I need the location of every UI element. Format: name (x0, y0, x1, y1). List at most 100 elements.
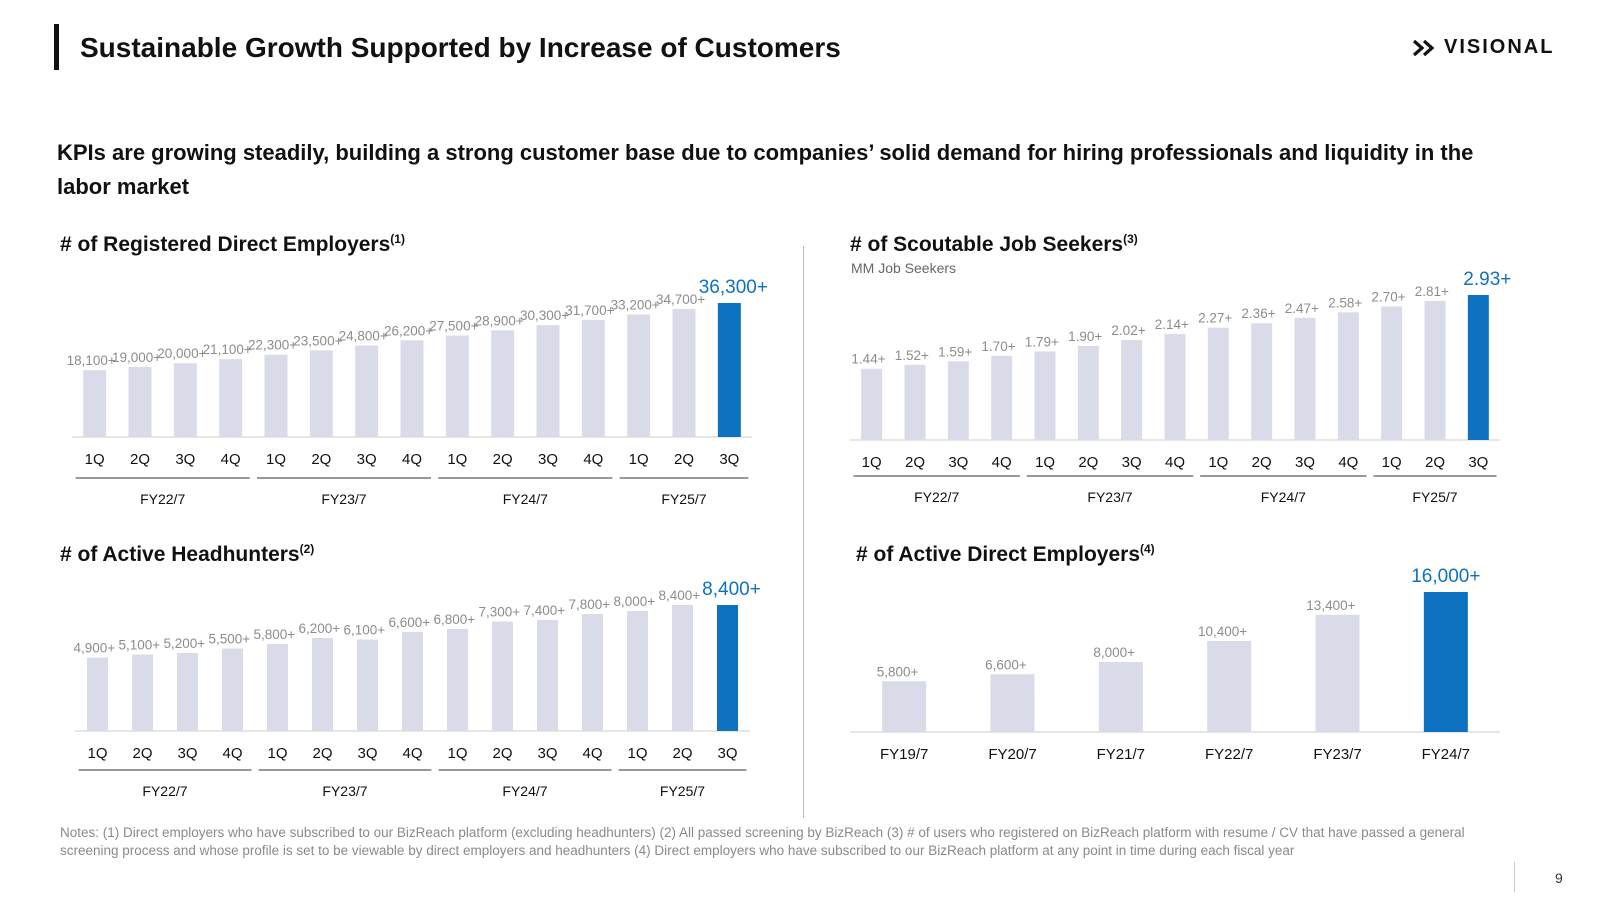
bar (312, 638, 333, 731)
tick-label: 1Q (267, 745, 287, 762)
data-label: 2.81+ (1415, 284, 1449, 299)
data-label: 5,800+ (254, 627, 296, 642)
tick-label: 3Q (719, 451, 739, 468)
bar (309, 350, 333, 437)
unit-label-seekers: MM Job Seekers (851, 260, 957, 276)
tick-label: 4Q (583, 451, 603, 468)
tick-label: FY19/7 (880, 746, 928, 763)
data-label: 16,000+ (1411, 566, 1480, 587)
data-label: 2.70+ (1371, 289, 1405, 304)
tick-label: 3Q (948, 454, 968, 471)
bar (627, 314, 651, 437)
data-label: 5,500+ (209, 632, 251, 647)
tick-label: 2Q (311, 451, 331, 468)
tick-label: FY24/7 (1422, 746, 1470, 763)
tick-label: 2Q (493, 451, 513, 468)
data-label: 5,100+ (119, 638, 161, 653)
bar (1251, 323, 1273, 440)
bar (1424, 300, 1446, 440)
tick-label: 2Q (1078, 454, 1098, 471)
group-label: FY25/7 (661, 491, 706, 507)
tick-label: 1Q (87, 745, 107, 762)
tick-label: 4Q (402, 745, 422, 762)
tick-label: 3Q (1468, 454, 1488, 471)
bar (717, 303, 741, 437)
data-label: 34,700+ (656, 292, 705, 307)
bar (1423, 592, 1468, 732)
bar (861, 368, 883, 440)
tick-label: 3Q (537, 745, 557, 762)
bar (492, 621, 513, 731)
bar (1164, 334, 1186, 440)
bar (717, 605, 738, 731)
data-label: 1.44+ (851, 352, 885, 367)
data-label: 8,000+ (614, 594, 656, 609)
bar (990, 674, 1035, 732)
tick-label: 3Q (175, 451, 195, 468)
data-label: 2.02+ (1111, 323, 1145, 338)
bar (904, 364, 926, 440)
group-label: FY22/7 (142, 783, 187, 799)
data-label: 7,300+ (479, 605, 521, 620)
bar (947, 361, 969, 440)
bar (1337, 312, 1359, 440)
bar (627, 611, 648, 731)
group-label: FY24/7 (502, 783, 547, 799)
tick-label: 1Q (1208, 454, 1228, 471)
data-label: 19,000+ (112, 350, 161, 365)
bar (581, 319, 605, 437)
group-label: FY24/7 (1261, 489, 1306, 505)
tick-label: 4Q (992, 454, 1012, 471)
bar (219, 359, 243, 437)
logo-text: VISIONAL (1444, 36, 1555, 58)
group-label: FY24/7 (503, 491, 548, 507)
bar (536, 325, 560, 437)
bar (83, 370, 107, 437)
tick-label: 2Q (312, 745, 332, 762)
tick-label: 2Q (905, 454, 925, 471)
tick-label: FY20/7 (988, 746, 1036, 763)
data-label: 8,400+ (702, 579, 761, 600)
bar (402, 632, 423, 731)
data-label: 8,000+ (1093, 645, 1135, 660)
data-label: 4,900+ (74, 641, 116, 656)
tick-label: 3Q (717, 745, 737, 762)
bar (1467, 295, 1489, 440)
tick-label: 1Q (85, 451, 105, 468)
tick-label: 2Q (1425, 454, 1445, 471)
bar (1207, 641, 1252, 732)
tick-label: 4Q (221, 451, 241, 468)
page-title: Sustainable Growth Supported by Increase… (80, 32, 841, 63)
bar (1121, 340, 1143, 440)
data-label: 1.52+ (895, 348, 929, 363)
bar (537, 620, 558, 731)
group-label: FY23/7 (1087, 489, 1132, 505)
bar (1077, 345, 1099, 440)
title-accent-bar (54, 24, 59, 70)
tick-label: 2Q (492, 745, 512, 762)
chart-title-headhunters: # of Active Headhunters(2) (60, 542, 315, 566)
data-label: 5,800+ (877, 664, 919, 679)
page-number: 9 (1555, 870, 1563, 886)
tick-label: 4Q (1165, 454, 1185, 471)
tick-label: 2Q (132, 745, 152, 762)
data-label: 22,300+ (248, 338, 297, 353)
tick-label: FY21/7 (1097, 746, 1145, 763)
data-label: 23,500+ (293, 333, 342, 348)
data-label: 2.27+ (1198, 311, 1232, 326)
tick-label: 2Q (1252, 454, 1272, 471)
bar (1294, 317, 1316, 440)
bar (882, 681, 927, 732)
footnotes: Notes: (1) Direct employers who have sub… (60, 825, 1465, 858)
tick-label: FY23/7 (1313, 746, 1361, 763)
chart-seekers: 1.44+ 1Q 1.52+ 2Q 1.59+ 3Q 1.70+ 4Q 1.79+ 1Q 1.90+… (850, 269, 1511, 505)
data-label: 33,200+ (611, 297, 660, 312)
bar (1315, 614, 1360, 732)
tick-label: 3Q (357, 451, 377, 468)
chart-title-registered: # of Registered Direct Employers(1) (60, 232, 405, 256)
group-label: FY22/7 (140, 491, 185, 507)
bar (991, 355, 1013, 440)
data-label: 13,400+ (1306, 598, 1355, 613)
tick-label: FY22/7 (1205, 746, 1253, 763)
bar (1381, 306, 1403, 440)
